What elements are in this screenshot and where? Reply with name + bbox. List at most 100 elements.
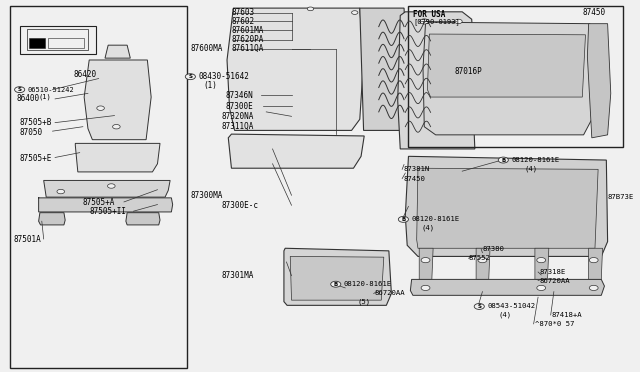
Text: S: S bbox=[18, 87, 22, 92]
Polygon shape bbox=[126, 213, 160, 225]
Polygon shape bbox=[423, 22, 592, 135]
Text: 87418+A: 87418+A bbox=[552, 312, 582, 318]
Text: 87552: 87552 bbox=[468, 255, 490, 261]
Circle shape bbox=[421, 285, 430, 291]
Polygon shape bbox=[535, 248, 549, 279]
Polygon shape bbox=[410, 279, 604, 295]
Polygon shape bbox=[360, 8, 408, 131]
Circle shape bbox=[331, 281, 341, 287]
Circle shape bbox=[537, 285, 546, 291]
Polygon shape bbox=[417, 168, 598, 248]
Text: B: B bbox=[333, 282, 338, 287]
Text: 87450: 87450 bbox=[403, 176, 426, 182]
Circle shape bbox=[398, 217, 408, 222]
Polygon shape bbox=[227, 8, 364, 131]
Text: 87600MA: 87600MA bbox=[190, 44, 223, 53]
Bar bbox=[408, 6, 623, 147]
Text: (1): (1) bbox=[38, 94, 51, 100]
Polygon shape bbox=[405, 156, 607, 256]
Text: B: B bbox=[501, 158, 506, 163]
Text: (1): (1) bbox=[203, 81, 217, 90]
Polygon shape bbox=[44, 180, 170, 197]
Text: 87602: 87602 bbox=[232, 17, 255, 26]
Text: 87601MA: 87601MA bbox=[232, 26, 264, 35]
Text: 08120-8161E: 08120-8161E bbox=[344, 281, 392, 287]
Text: 87318E: 87318E bbox=[540, 269, 566, 275]
Text: ^870*0 57: ^870*0 57 bbox=[535, 321, 574, 327]
Text: 08120-8161E: 08120-8161E bbox=[412, 217, 460, 222]
Polygon shape bbox=[38, 197, 173, 212]
Text: 87611QA: 87611QA bbox=[232, 44, 264, 53]
Text: (5): (5) bbox=[357, 299, 371, 305]
Circle shape bbox=[478, 257, 487, 263]
Text: 86400: 86400 bbox=[17, 94, 40, 103]
Text: 87346N: 87346N bbox=[225, 91, 253, 100]
Text: 08543-51042: 08543-51042 bbox=[488, 304, 536, 310]
Bar bbox=[28, 29, 88, 50]
Text: 87B73E: 87B73E bbox=[607, 194, 634, 200]
Polygon shape bbox=[76, 143, 160, 172]
Circle shape bbox=[421, 257, 430, 263]
Text: (4): (4) bbox=[499, 312, 512, 318]
Circle shape bbox=[307, 7, 314, 11]
Text: 08120-8161E: 08120-8161E bbox=[511, 157, 559, 163]
Polygon shape bbox=[291, 256, 384, 300]
Bar bbox=[20, 26, 95, 54]
Text: 87380: 87380 bbox=[483, 246, 504, 252]
Text: 87620PA: 87620PA bbox=[232, 35, 264, 44]
Polygon shape bbox=[105, 45, 131, 58]
Text: 87320NA: 87320NA bbox=[222, 112, 254, 121]
Text: 08430-51642: 08430-51642 bbox=[198, 72, 250, 81]
Text: S: S bbox=[188, 74, 193, 79]
Text: [0790-0193]: [0790-0193] bbox=[413, 19, 460, 25]
Text: 87603: 87603 bbox=[232, 9, 255, 17]
Text: (4): (4) bbox=[421, 225, 434, 231]
Polygon shape bbox=[284, 248, 392, 305]
Circle shape bbox=[589, 285, 598, 291]
Text: 86720AA: 86720AA bbox=[540, 278, 570, 283]
Text: 87300E: 87300E bbox=[225, 102, 253, 111]
Circle shape bbox=[113, 125, 120, 129]
Text: 87505+II: 87505+II bbox=[89, 208, 126, 217]
Polygon shape bbox=[588, 24, 611, 138]
Polygon shape bbox=[397, 12, 476, 149]
Text: 87311QA: 87311QA bbox=[222, 122, 254, 131]
Text: 87505+A: 87505+A bbox=[83, 198, 115, 207]
Circle shape bbox=[454, 19, 462, 24]
Text: 87016P: 87016P bbox=[454, 67, 483, 76]
Text: 87300MA: 87300MA bbox=[190, 191, 223, 200]
Text: (4): (4) bbox=[524, 165, 538, 172]
Text: 87300E-c: 87300E-c bbox=[222, 201, 259, 210]
Circle shape bbox=[474, 304, 484, 310]
Text: 87301MA: 87301MA bbox=[222, 271, 254, 280]
Circle shape bbox=[589, 257, 598, 263]
Circle shape bbox=[108, 184, 115, 188]
Bar bbox=[48, 38, 84, 48]
Circle shape bbox=[15, 87, 25, 93]
Circle shape bbox=[186, 74, 195, 80]
Polygon shape bbox=[589, 248, 602, 279]
Text: S: S bbox=[477, 304, 481, 309]
Circle shape bbox=[537, 257, 546, 263]
Polygon shape bbox=[84, 60, 151, 140]
Polygon shape bbox=[38, 213, 65, 225]
Circle shape bbox=[57, 189, 65, 194]
Text: 06510-51242: 06510-51242 bbox=[28, 87, 74, 93]
Polygon shape bbox=[428, 34, 586, 97]
Text: 87381N: 87381N bbox=[403, 166, 429, 172]
Text: 87501A: 87501A bbox=[13, 235, 41, 244]
Text: 87450: 87450 bbox=[582, 8, 605, 17]
Circle shape bbox=[498, 157, 508, 163]
Text: 87505+E: 87505+E bbox=[20, 154, 52, 163]
Bar bbox=[10, 6, 187, 368]
Text: FOR USA: FOR USA bbox=[413, 10, 445, 19]
Text: 86720AA: 86720AA bbox=[375, 291, 406, 296]
Circle shape bbox=[97, 106, 104, 110]
Polygon shape bbox=[476, 248, 490, 279]
Text: 87505+B: 87505+B bbox=[20, 119, 52, 128]
Polygon shape bbox=[419, 248, 433, 279]
Circle shape bbox=[420, 19, 429, 24]
Text: 86420: 86420 bbox=[74, 70, 97, 79]
Text: B: B bbox=[401, 217, 406, 222]
Bar bbox=[29, 38, 45, 48]
